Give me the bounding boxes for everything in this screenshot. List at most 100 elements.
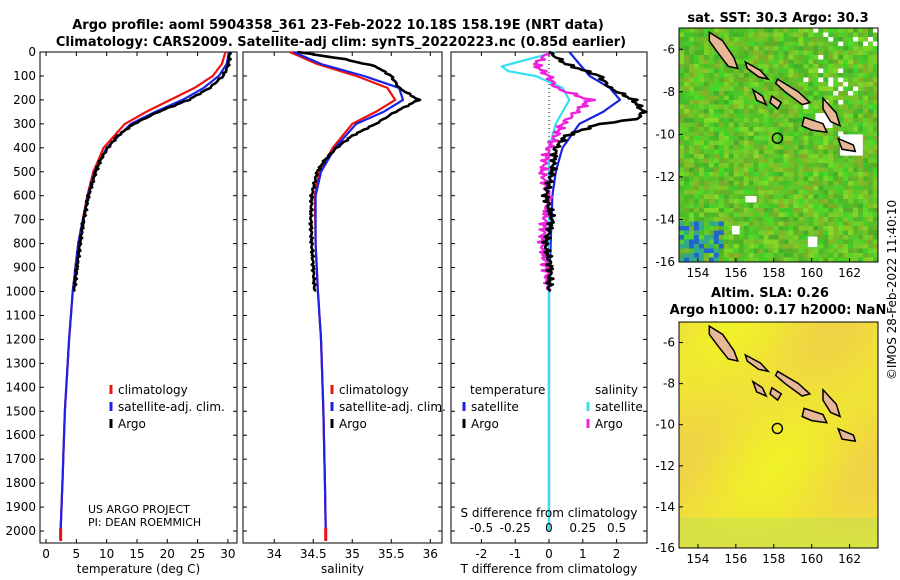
sla-cell (713, 452, 720, 457)
sla-cell (698, 395, 705, 401)
sla-cell (733, 535, 739, 540)
sst-cell (858, 113, 864, 119)
sla-cell (873, 374, 879, 379)
sst-cell (718, 217, 725, 222)
sla-cell (758, 530, 764, 536)
sst-cell (823, 32, 829, 38)
sla-cell (718, 456, 725, 462)
sla-cell (793, 413, 799, 418)
sst-cell (808, 253, 814, 258)
sla-cell (868, 452, 874, 457)
sla-cell (873, 443, 879, 449)
sst-cell (768, 176, 774, 182)
sla-cell (763, 491, 769, 497)
sst-cell (853, 41, 859, 47)
sla-cell (753, 356, 759, 362)
sla-cell (693, 513, 700, 518)
sla-cell (703, 487, 710, 492)
sla-cell (803, 352, 809, 357)
sst-cell (763, 212, 769, 218)
sla-cell (853, 395, 859, 401)
sla-cell (713, 526, 720, 531)
sla-cell (778, 408, 784, 414)
sla-cell (853, 500, 859, 505)
sla-cell (738, 369, 744, 375)
sla-cell (818, 487, 824, 492)
sst-cell (708, 140, 715, 146)
sst-cell (858, 221, 864, 227)
sst-cell (713, 163, 720, 168)
sst-cell (853, 244, 859, 249)
sla-cell (738, 422, 744, 427)
sst-cell (803, 41, 809, 47)
sla-cell (858, 474, 864, 479)
sla-cell (793, 426, 799, 431)
sla-cell (778, 326, 784, 331)
sla-cell (858, 430, 864, 436)
sst-cell (748, 77, 754, 83)
sla-cell (813, 465, 819, 470)
sst-cell (803, 127, 809, 132)
sst-cell (718, 77, 725, 83)
sst-cell (838, 91, 844, 96)
sst-cell (773, 149, 779, 155)
sla-cell (733, 443, 739, 449)
sst-cell (783, 230, 789, 236)
sst-cell (848, 59, 854, 65)
sst-cell (684, 199, 690, 204)
sla-cell (728, 443, 735, 449)
sla-cell (753, 517, 759, 523)
sla-cell (818, 539, 824, 544)
sst-cell (753, 122, 759, 128)
sla-cell (853, 352, 859, 357)
sla-cell (798, 530, 804, 536)
sst-cell (763, 82, 769, 87)
sla-cell (753, 443, 759, 449)
sla-cell (848, 417, 854, 423)
sst-cell (823, 235, 829, 240)
sst-cell (698, 118, 705, 123)
sst-cell (808, 190, 814, 195)
sst-cell (868, 199, 874, 204)
sst-cell (798, 50, 804, 56)
sst-cell (778, 248, 784, 254)
sla-cell (733, 352, 739, 357)
sla-cell (689, 387, 695, 392)
sst-cell (748, 59, 754, 65)
sla-cell (803, 378, 809, 384)
sst-cell (793, 172, 799, 177)
sla-cell (733, 382, 739, 388)
sst-cell (738, 185, 744, 191)
sla-cell (748, 521, 754, 527)
sla-cell (833, 495, 839, 501)
sst-cell (788, 217, 794, 222)
sst-cell (713, 158, 720, 164)
sla-cell (763, 474, 769, 479)
sst-cell (828, 208, 834, 213)
sst-cell (873, 109, 879, 114)
sla-cell (689, 352, 695, 357)
sla-cell (818, 469, 824, 475)
sst-cell (733, 113, 739, 119)
sla-cell (813, 426, 819, 431)
sla-cell (753, 369, 759, 375)
sst-cell (848, 163, 854, 168)
sla-cell (689, 343, 695, 349)
sla-cell (768, 535, 774, 540)
sla-cell (853, 348, 859, 353)
sla-cell (684, 535, 690, 540)
sst-cell (773, 199, 779, 204)
sst-cell (679, 127, 685, 132)
sla-cell (848, 408, 854, 414)
sst-cell (813, 167, 819, 173)
sst-cell (783, 68, 789, 74)
sla-cell (833, 348, 839, 353)
sst-cell (733, 217, 739, 222)
sst-cell (833, 59, 839, 65)
sla-cell (728, 322, 735, 327)
sla-cell (748, 530, 754, 536)
sst-cell (773, 59, 779, 65)
sst-cell (718, 140, 725, 146)
sla-cell (838, 395, 844, 401)
sla-cell (813, 326, 819, 331)
